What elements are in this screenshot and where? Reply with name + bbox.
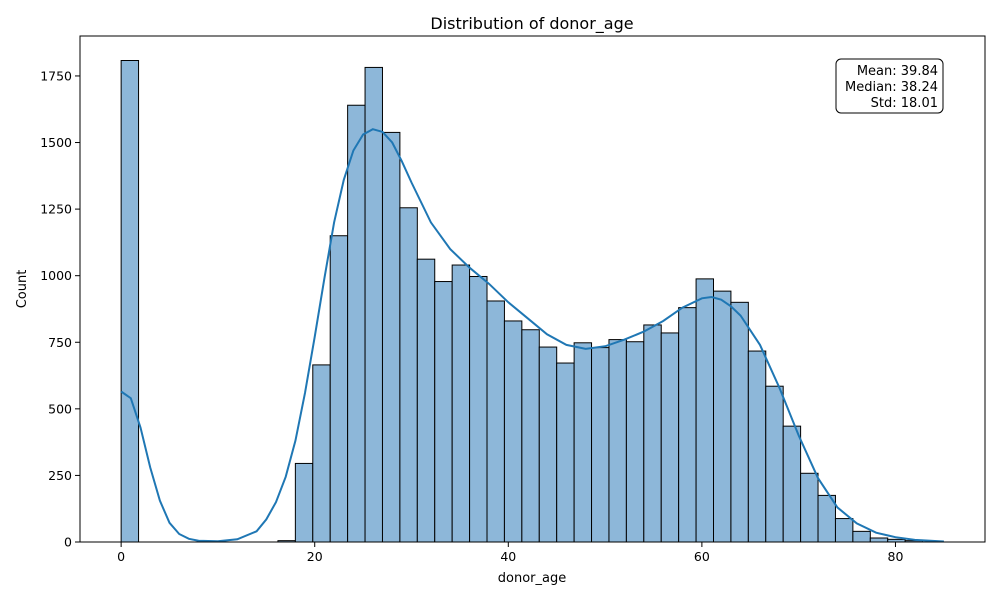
histogram-bar xyxy=(556,362,575,543)
x-tick-label: 80 xyxy=(888,549,904,564)
stats-box-frame xyxy=(835,58,944,114)
histogram-bar xyxy=(399,207,418,543)
histogram-bar xyxy=(695,278,714,543)
histogram-bar xyxy=(503,320,523,543)
histogram-bar xyxy=(834,518,854,543)
histogram-bar xyxy=(765,385,784,543)
histogram-bar xyxy=(294,462,314,543)
y-tick-label: 250 xyxy=(48,468,72,483)
histogram-bar xyxy=(416,258,436,543)
y-tick-label: 500 xyxy=(48,401,72,416)
histogram-bar xyxy=(364,66,383,543)
y-tick-label: 1000 xyxy=(40,268,72,283)
kde-curve xyxy=(120,128,944,543)
histogram-bar xyxy=(625,341,645,543)
stats-box: Mean: 39.84 Median: 38.24 Std: 18.01 xyxy=(835,58,944,114)
histogram-bar xyxy=(643,324,662,543)
histogram-bar xyxy=(486,300,505,543)
histogram-bar xyxy=(451,264,471,543)
y-axis-ticks: 0 250 500 750 1000 1250 1500 1750 xyxy=(40,68,80,550)
histogram-bar xyxy=(347,104,366,543)
histogram-bar xyxy=(608,339,627,543)
plot-frame xyxy=(79,35,986,543)
x-tick-label: 40 xyxy=(500,549,516,564)
histogram-bar xyxy=(852,530,871,543)
x-tick-label: 60 xyxy=(694,549,710,564)
histogram-bar xyxy=(312,364,331,543)
histogram-bar xyxy=(434,281,453,543)
x-tick-label: 0 xyxy=(117,549,125,564)
y-tick-label: 750 xyxy=(48,335,72,350)
histogram-bar xyxy=(521,329,540,543)
x-tick-label: 20 xyxy=(307,549,323,564)
y-tick-label: 1250 xyxy=(40,202,72,217)
stats-median: Median: 38.24 xyxy=(845,80,938,95)
histogram-bar xyxy=(591,347,610,543)
histogram-bar xyxy=(381,131,401,543)
x-axis-ticks: 0 20 40 60 80 xyxy=(117,542,903,564)
axes-frame xyxy=(79,35,986,543)
y-tick-label: 0 xyxy=(64,535,72,550)
x-axis-label: donor_age xyxy=(498,571,566,586)
histogram-bar xyxy=(730,301,749,543)
histogram-bar xyxy=(800,472,819,543)
histogram-bar xyxy=(660,332,680,543)
stats-mean: Mean: 39.84 xyxy=(857,64,938,79)
histogram-bar xyxy=(538,346,558,543)
histogram-bar xyxy=(678,307,697,543)
histogram-bars xyxy=(120,60,924,543)
histogram-bar xyxy=(469,275,488,543)
y-tick-label: 1750 xyxy=(40,68,72,83)
y-axis-label: Count xyxy=(15,270,30,309)
histogram-bar xyxy=(817,494,836,543)
histogram-bar xyxy=(713,290,732,543)
histogram-bar xyxy=(869,537,889,543)
chart-title: Distribution of donor_age xyxy=(430,14,633,34)
histogram-bar xyxy=(329,235,349,543)
histogram-bar xyxy=(120,60,140,543)
histogram-bar xyxy=(782,425,802,543)
histogram-bar xyxy=(747,350,767,543)
stats-std: Std: 18.01 xyxy=(871,96,938,111)
histogram-bar xyxy=(573,342,593,543)
y-tick-label: 1500 xyxy=(40,135,72,150)
